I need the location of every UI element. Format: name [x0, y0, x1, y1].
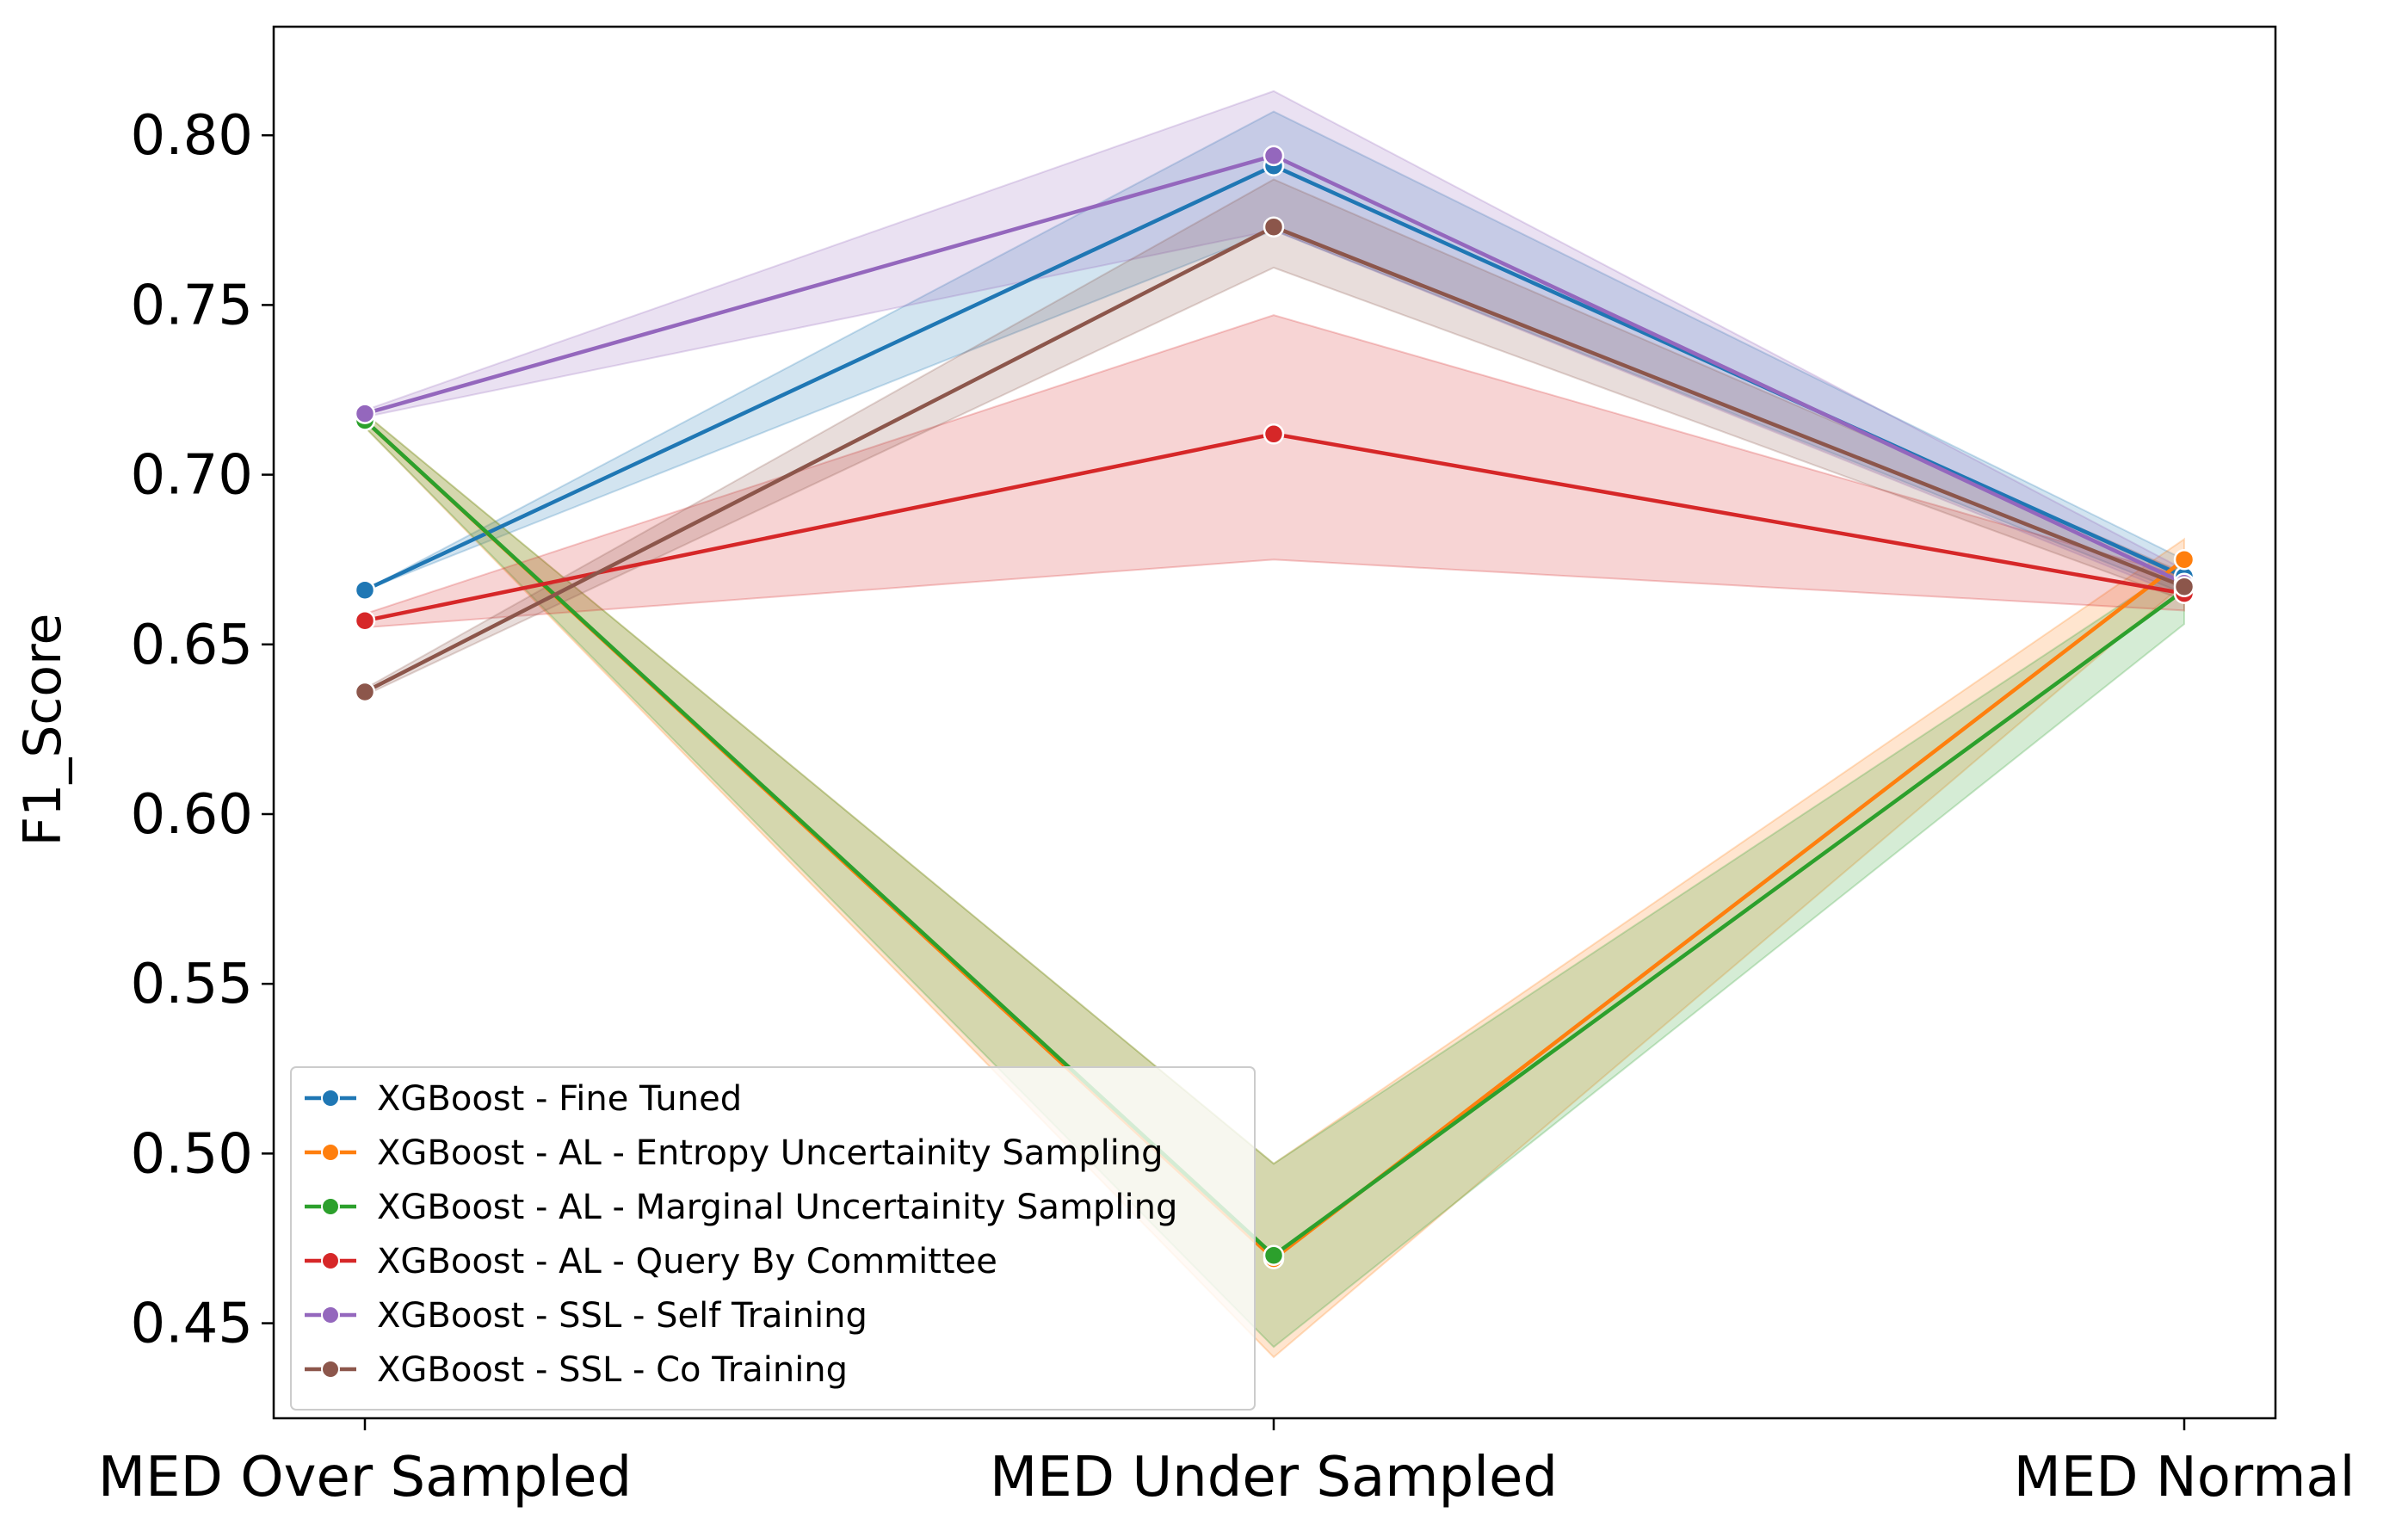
data-point-series-5-2: [2173, 576, 2195, 597]
legend-box: [290, 1066, 1256, 1411]
legend-label: XGBoost - SSL - Self Training: [377, 1296, 867, 1336]
confidence-bands: [364, 90, 2185, 1359]
legend-label: XGBoost - AL - Marginal Uncertainity Sam…: [377, 1188, 1177, 1227]
legend-swatch-marker: [321, 1306, 340, 1324]
data-point-series-1-2: [2173, 548, 2195, 571]
x-tick-label: MED Normal: [2014, 1446, 2356, 1509]
x-tick-label: MED Over Sampled: [98, 1446, 632, 1509]
y-tick-label: 0.50: [131, 1122, 254, 1186]
y-tick-label: 0.75: [131, 274, 254, 337]
legend-swatch-marker: [321, 1143, 340, 1162]
data-point-series-0-0: [354, 579, 376, 601]
x-tick-label: MED Under Sampled: [990, 1446, 1558, 1509]
legend-swatch-marker: [321, 1197, 340, 1216]
y-axis-label: F1_Score: [13, 614, 73, 847]
data-point-series-5-1: [1263, 216, 1285, 238]
legend-swatch-marker: [321, 1089, 340, 1108]
series-markers: [354, 145, 2195, 1269]
y-tick-label: 0.45: [131, 1293, 254, 1356]
legend-label: XGBoost - AL - Entropy Uncertainity Samp…: [377, 1133, 1164, 1173]
legend-swatch-marker: [321, 1360, 340, 1379]
y-tick-label: 0.80: [131, 104, 254, 168]
y-tick-label: 0.65: [131, 614, 254, 677]
legend-label: XGBoost - SSL - Co Training: [377, 1350, 848, 1390]
legend: XGBoost - Fine Tuned XGBoost - AL - Entro…: [290, 1066, 1256, 1411]
legend-label: XGBoost - AL - Query By Committee: [377, 1242, 997, 1281]
data-point-series-4-1: [1263, 145, 1285, 167]
data-point-series-2-1: [1263, 1244, 1285, 1266]
legend-label: XGBoost - Fine Tuned: [377, 1079, 742, 1119]
y-tick-label: 0.60: [131, 783, 254, 847]
x-axis: MED Over Sampled MED Under Sampled MED Nor…: [98, 1418, 2356, 1509]
data-point-series-5-0: [354, 681, 376, 703]
legend-swatch-marker: [321, 1251, 340, 1270]
data-point-series-4-0: [354, 403, 376, 424]
data-point-series-3-1: [1263, 423, 1285, 445]
y-tick-label: 0.55: [131, 953, 254, 1016]
y-tick-label: 0.70: [131, 444, 254, 508]
y-axis: 0.45 0.50 0.55 0.60 0.65 0.70 0.75 0.80: [131, 104, 274, 1356]
data-point-series-3-0: [354, 609, 376, 632]
